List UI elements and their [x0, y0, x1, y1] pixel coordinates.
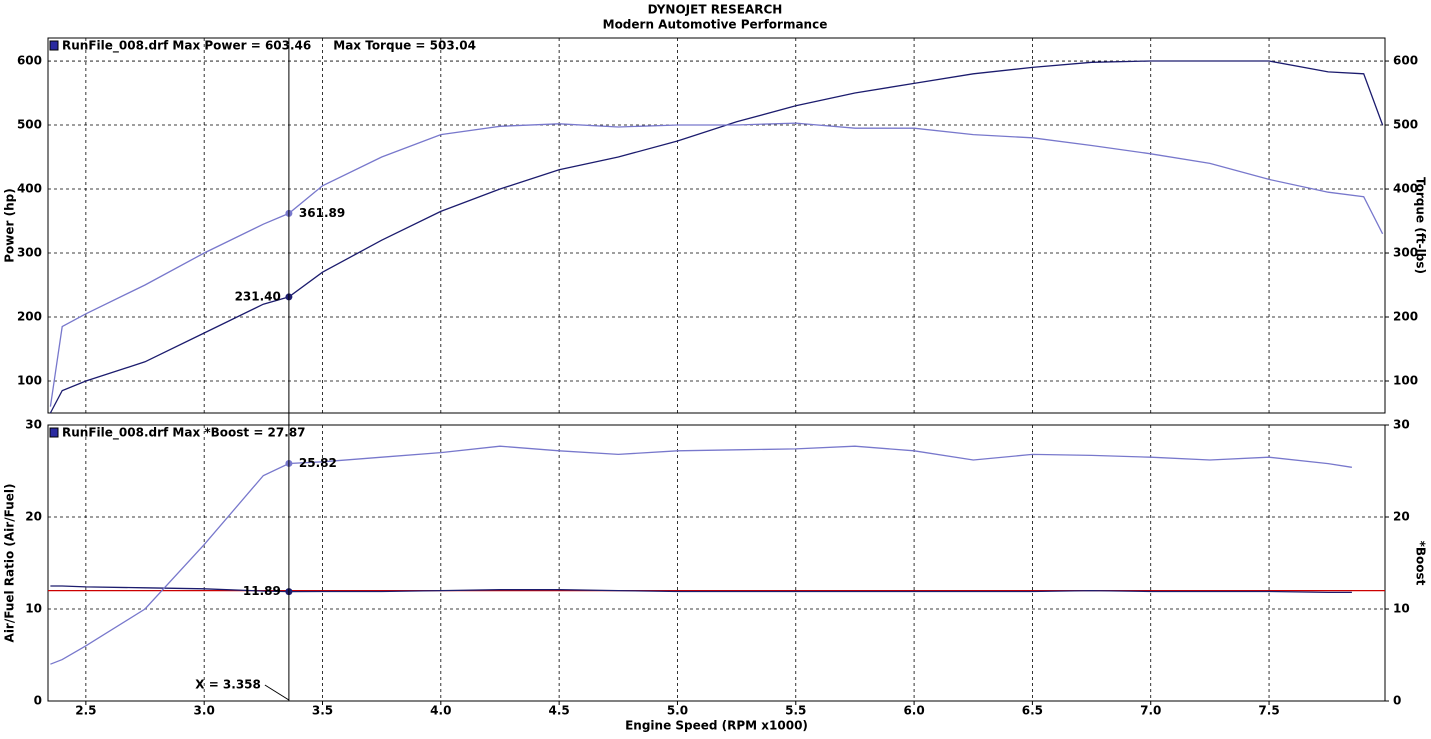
x-tick-label: 2.5: [75, 704, 96, 718]
y-tick-label: 300: [17, 246, 42, 260]
y2-tick-label: 300: [1393, 246, 1418, 260]
series-line: [49, 60, 1384, 414]
y2-tick-label: 20: [1393, 510, 1410, 524]
y2-tick-label: 500: [1393, 118, 1418, 132]
series-line: [49, 122, 1384, 407]
legend-icon: [49, 427, 59, 438]
legend-icon: [49, 40, 59, 51]
title: DYNOJET RESEARCH: [648, 3, 783, 17]
x-tick-label: 5.0: [667, 704, 688, 718]
y-tick-label: 500: [17, 118, 42, 132]
x-tick-label: 6.0: [903, 704, 924, 718]
cursor-value: 25.82: [299, 456, 337, 470]
cursor-value: 231.40: [235, 289, 281, 303]
x-tick-label: 4.5: [549, 704, 570, 718]
y2-tick-label: 600: [1393, 54, 1418, 68]
annotation: RunFile_008.drf Max Power = 603.46: [62, 39, 311, 54]
cursor-value: 361.89: [299, 206, 345, 220]
series-line: [50, 445, 1353, 665]
y-tick-label: 0: [34, 694, 42, 708]
y2-tick-label: 10: [1393, 602, 1410, 616]
plot-frame: [47, 37, 1386, 414]
y-axis-label: Power (hp): [3, 188, 17, 262]
x-tick-label: 3.5: [312, 704, 333, 718]
y2-axis-label: *Boost: [1414, 541, 1428, 586]
x-tick-label: 4.0: [430, 704, 451, 718]
y-tick-label: 600: [17, 54, 42, 68]
x-tick-label: 6.5: [1022, 704, 1043, 718]
y-tick-label: 30: [25, 418, 42, 432]
x-tick-label: 3.0: [194, 704, 215, 718]
y2-axis-label: Torque (ft-lbs): [1414, 177, 1428, 274]
cursor-pointer: [264, 684, 290, 701]
y2-tick-label: 400: [1393, 182, 1418, 196]
subtitle: Modern Automotive Performance: [603, 18, 828, 32]
y2-tick-label: 0: [1393, 694, 1401, 708]
x-axis-label: Engine Speed (RPM x1000): [625, 719, 808, 733]
y-tick-label: 200: [17, 310, 42, 324]
annotation: Max Torque = 503.04: [333, 39, 476, 53]
annotation: RunFile_008.drf Max *Boost = 27.87: [62, 426, 306, 441]
cursor-value: 11.89: [243, 584, 281, 598]
y-tick-label: 400: [17, 182, 42, 196]
y2-tick-label: 100: [1393, 374, 1418, 388]
x-tick-label: 7.0: [1140, 704, 1161, 718]
x-tick-label: 5.5: [785, 704, 806, 718]
x-tick-label: 7.5: [1258, 704, 1279, 718]
y-tick-label: 20: [25, 510, 42, 524]
y2-tick-label: 30: [1393, 418, 1410, 432]
y2-tick-label: 200: [1393, 310, 1418, 324]
y-axis-label: Air/Fuel Ratio (Air/Fuel): [3, 484, 17, 643]
y-tick-label: 10: [25, 602, 42, 616]
series-line: [50, 585, 1352, 594]
y-tick-label: 100: [17, 374, 42, 388]
cursor-label: X = 3.358: [195, 678, 261, 692]
